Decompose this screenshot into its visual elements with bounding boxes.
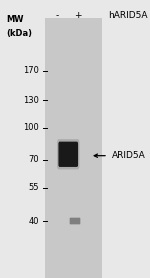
- Text: 100: 100: [23, 123, 39, 132]
- Text: -: -: [55, 11, 59, 20]
- FancyBboxPatch shape: [58, 142, 78, 167]
- Text: ARID5A: ARID5A: [112, 151, 146, 160]
- Text: +: +: [74, 11, 82, 20]
- Text: 130: 130: [23, 96, 39, 105]
- FancyBboxPatch shape: [57, 139, 80, 170]
- Text: hARID5A: hARID5A: [108, 11, 147, 20]
- Bar: [45, 18, 102, 278]
- Text: MW: MW: [6, 15, 24, 24]
- Text: 55: 55: [28, 183, 39, 192]
- Text: 70: 70: [28, 155, 39, 164]
- Text: 170: 170: [23, 66, 39, 75]
- FancyBboxPatch shape: [70, 218, 80, 224]
- Text: 40: 40: [28, 217, 39, 225]
- Text: (kDa): (kDa): [6, 29, 32, 38]
